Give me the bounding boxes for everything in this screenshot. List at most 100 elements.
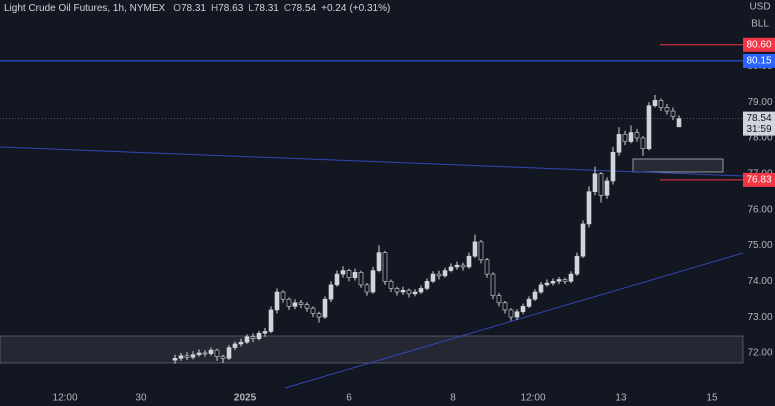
candle-body	[472, 241, 478, 257]
ohlc-value: 78.31	[254, 3, 279, 14]
candle-body	[412, 291, 418, 295]
change: +0.24	[321, 3, 347, 14]
price-axis: 72.0073.0074.0075.0076.0077.0078.0079.00…	[743, 37, 775, 359]
candle-body	[568, 273, 574, 282]
ohlc: O78.31 H78.63 L78.31 C78.54 +0.24 (+0.31%)	[173, 3, 390, 14]
candle-body	[466, 255, 472, 268]
candle-body	[202, 352, 208, 355]
candle-body	[208, 349, 214, 354]
candle-body	[316, 313, 322, 318]
candle-body	[628, 132, 634, 142]
candle-body	[292, 302, 298, 307]
x-tick-label: 12:00	[520, 393, 545, 404]
candle-body	[616, 134, 622, 153]
level-label-bg	[743, 172, 775, 187]
x-tick-label: 30	[135, 393, 147, 404]
candle-body	[220, 356, 226, 359]
level-label: 76.83	[746, 175, 771, 186]
candle-body	[430, 273, 436, 282]
ohlc-value: 78.63	[218, 3, 243, 14]
candle-body	[640, 137, 646, 150]
candle-body	[196, 352, 202, 356]
candle-body	[646, 105, 652, 150]
candle-body	[178, 355, 184, 359]
support-zone	[0, 335, 744, 364]
candle-body	[256, 332, 262, 339]
x-tick-label: 13	[615, 393, 627, 404]
y-tick-label: 78.00	[747, 133, 772, 144]
candle-body	[526, 298, 532, 307]
candle-body	[574, 255, 580, 275]
x-tick-label: 12:00	[53, 393, 78, 404]
candle-body	[592, 173, 598, 193]
y-tick-label: 76.00	[747, 204, 772, 215]
x-tick-label: 8	[450, 393, 456, 404]
candle-body	[490, 273, 496, 296]
currency: USD	[749, 2, 770, 13]
unit: BLL	[751, 19, 769, 30]
x-tick-label: 15	[706, 393, 718, 404]
candle-body	[670, 110, 676, 117]
candle-body	[232, 343, 238, 348]
ohlc-value: 78.54	[291, 3, 316, 14]
candle-body	[238, 341, 244, 345]
candle-body	[274, 291, 280, 311]
candle-body	[250, 336, 256, 339]
candle-body	[280, 291, 286, 300]
candle-body	[562, 279, 568, 282]
candle-body	[622, 134, 628, 142]
candle-body	[352, 272, 358, 278]
y-tick-label: 74.00	[747, 276, 772, 287]
trendline	[284, 252, 744, 389]
y-tick-label: 72.00	[747, 348, 772, 359]
candle-body	[400, 289, 406, 293]
candle-body	[304, 304, 310, 309]
change-pct: (+0.31%)	[349, 3, 390, 14]
candle-body	[268, 309, 274, 332]
level-label-bg	[743, 37, 775, 52]
candle-body	[388, 280, 394, 289]
level-label: 80.60	[746, 39, 771, 50]
candle-body	[424, 280, 430, 289]
candle-body	[478, 241, 484, 261]
candle-body	[262, 331, 268, 334]
candle-body	[532, 291, 538, 300]
candle-body	[322, 298, 328, 318]
candle-body	[610, 151, 616, 182]
candle-body	[460, 264, 466, 268]
y-tick-label: 73.00	[747, 312, 772, 323]
y-tick-label: 79.00	[747, 97, 772, 108]
candle-body	[376, 252, 382, 271]
candle-body	[520, 306, 526, 313]
candle-body	[652, 100, 658, 107]
ohlc-label: L	[248, 3, 254, 14]
candle-body	[454, 264, 460, 268]
candle-body	[586, 191, 592, 225]
x-tick-label: 2025	[234, 393, 257, 404]
ohlc-label: C	[284, 3, 291, 14]
ohlc-value: 78.31	[181, 3, 206, 14]
candle-body	[364, 284, 370, 293]
last-price-bg	[743, 111, 775, 136]
y-tick-label: 75.00	[747, 240, 772, 251]
candle-body	[340, 270, 346, 275]
candle-body	[538, 284, 544, 293]
candle-body	[484, 259, 490, 275]
candle-body	[244, 336, 250, 343]
candle-body	[190, 354, 196, 358]
candle-body	[382, 252, 388, 282]
candle-body	[394, 288, 400, 293]
candle-body	[226, 347, 232, 359]
candle-body	[496, 295, 502, 304]
candle-body	[172, 358, 178, 361]
candle-body	[298, 302, 304, 305]
candle-body	[502, 302, 508, 311]
level-label-bg	[743, 53, 775, 68]
candle-body	[334, 273, 340, 286]
candle-body	[598, 173, 604, 196]
candle-body	[550, 280, 556, 284]
candle-body	[556, 279, 562, 282]
candle-body	[508, 309, 514, 318]
candle-body	[214, 349, 220, 357]
candle-body	[358, 272, 364, 286]
